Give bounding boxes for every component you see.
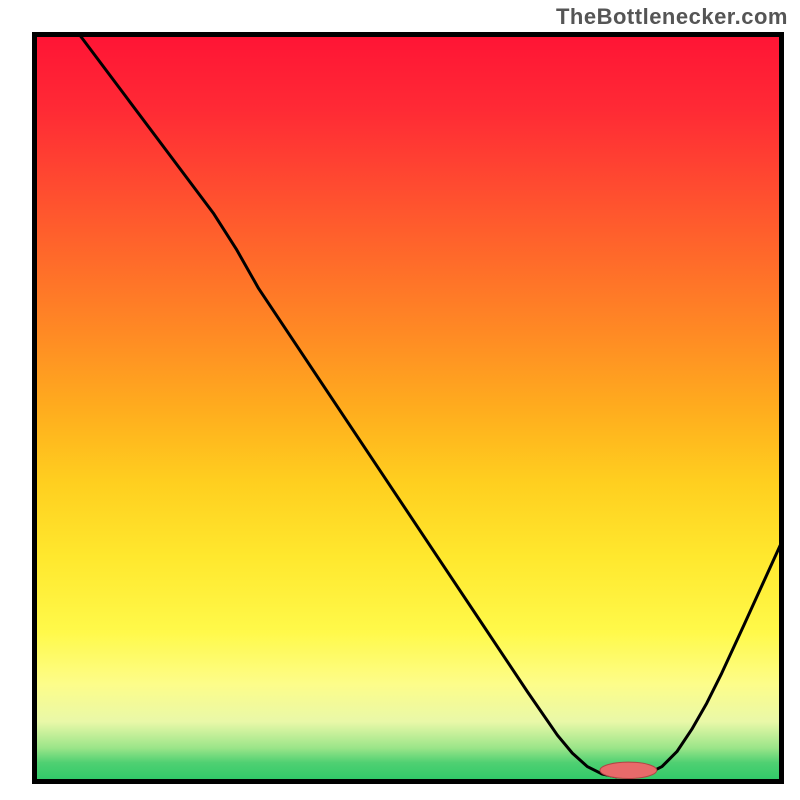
watermark-text: TheBottlenecker.com [556,4,788,30]
chart-svg [32,32,784,784]
chart-container: TheBottlenecker.com [0,0,800,800]
gradient-background [35,35,782,782]
plot-area [32,32,784,784]
bottleneck-marker [600,762,657,778]
